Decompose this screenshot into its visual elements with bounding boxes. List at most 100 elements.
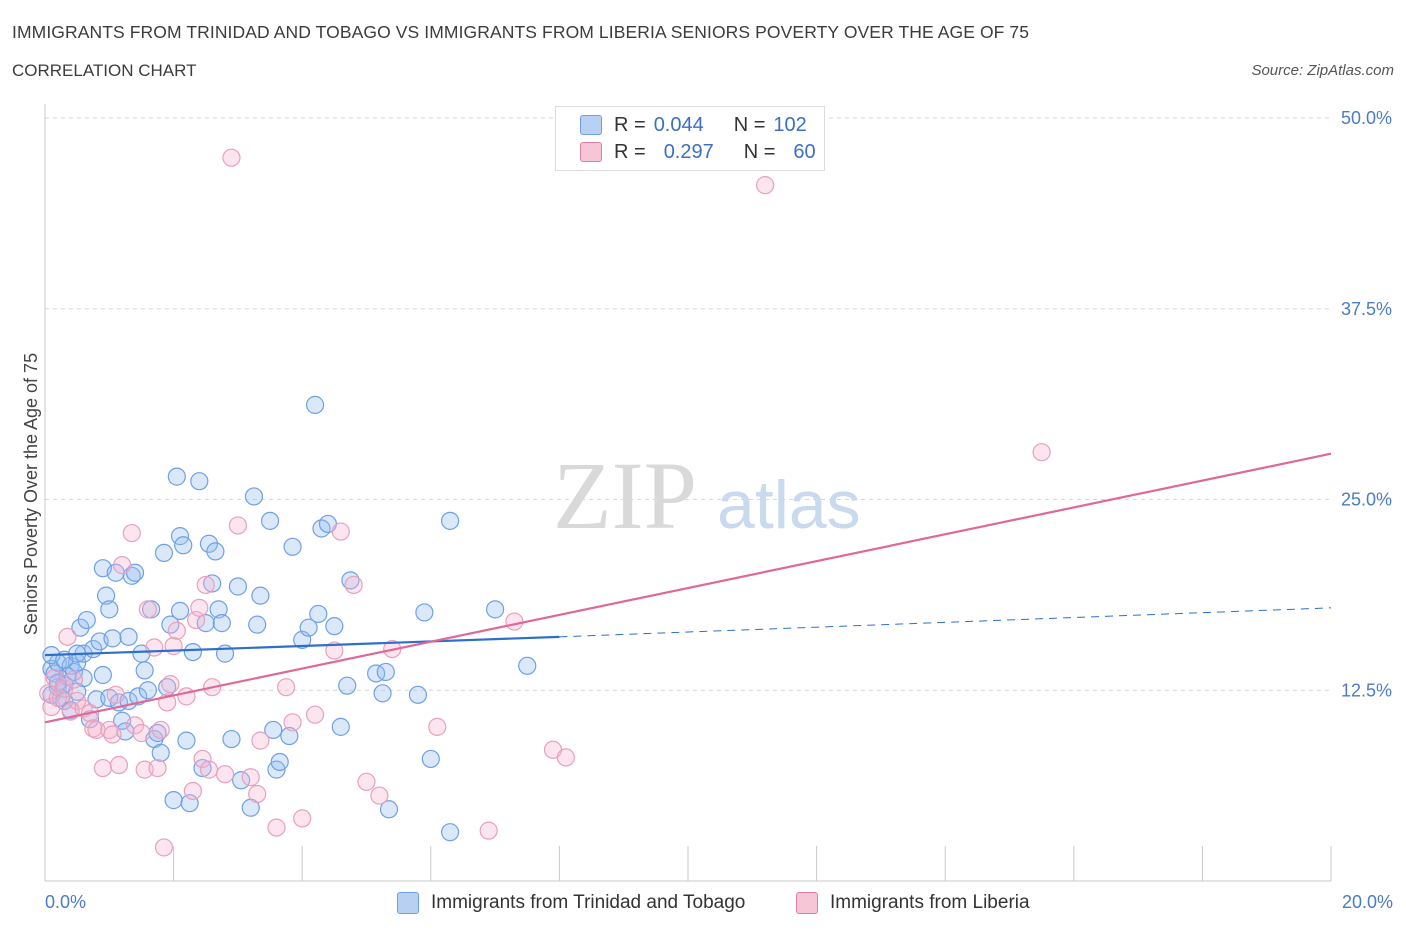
point-trinidad — [193, 758, 212, 778]
point-trinidad — [325, 617, 344, 636]
point-liberia — [93, 758, 112, 778]
point-trinidad — [264, 720, 283, 740]
point-trinidad — [148, 723, 167, 743]
point-liberia — [251, 731, 270, 750]
point-liberia — [183, 781, 202, 801]
point-liberia — [479, 821, 498, 840]
point-liberia — [344, 575, 363, 595]
point-liberia — [428, 717, 447, 736]
point-liberia — [357, 772, 376, 791]
tick-labels: 12.5% 25.0% 37.5% 50.0% 0.0% 20.0% — [45, 108, 1393, 912]
point-trinidad — [415, 603, 434, 622]
watermark-zip: ZIP — [553, 442, 697, 549]
bottom-legend-trinidad: Immigrants from Trinidad and Tobago — [397, 890, 745, 916]
point-trinidad — [280, 726, 299, 746]
legend-swatch-pink — [580, 142, 602, 162]
trendline-liberia — [44, 452, 1332, 724]
point-liberia — [164, 636, 183, 656]
point-trinidad — [151, 743, 170, 762]
point-liberia — [228, 516, 247, 535]
point-trinidad — [379, 800, 399, 819]
point-trinidad — [331, 717, 350, 736]
point-trinidad — [440, 511, 460, 530]
y-tick-label: 12.5% — [1341, 680, 1392, 700]
point-trinidad — [154, 543, 174, 563]
point-liberia — [68, 691, 87, 711]
point-liberia — [277, 678, 296, 697]
point-liberia — [331, 522, 350, 541]
bottom-legend-swatch-pink — [796, 892, 818, 914]
legend-n-value: 60 — [793, 140, 816, 163]
legend-r-value: 0.297 — [663, 140, 714, 163]
point-liberia — [756, 176, 775, 195]
point-trinidad — [167, 467, 186, 486]
point-liberia — [145, 638, 164, 657]
point-liberia — [42, 697, 61, 717]
point-trinidad — [299, 618, 318, 637]
point-liberia — [190, 598, 209, 617]
point-liberia — [248, 784, 267, 804]
bottom-legend-label-trinidad: Immigrants from Trinidad and Tobago — [431, 892, 746, 913]
point-liberia — [556, 748, 575, 767]
point-trinidad — [283, 537, 302, 556]
bottom-legend-liberia: Immigrants from Liberia — [796, 890, 1030, 916]
point-trinidad — [270, 752, 289, 772]
point-liberia — [505, 612, 524, 631]
point-liberia — [151, 720, 170, 740]
watermark: ZIP atlas — [553, 442, 861, 549]
legend-n-label: N = — [733, 113, 766, 136]
x-tick-label: 20.0% — [1342, 892, 1393, 912]
point-trinidad — [260, 511, 280, 530]
point-liberia — [325, 641, 344, 660]
point-liberia — [106, 685, 125, 704]
point-trinidad — [206, 542, 225, 561]
point-trinidad — [199, 534, 219, 553]
point-liberia — [283, 713, 302, 732]
point-liberia — [103, 725, 122, 744]
bottom-legend-label-liberia: Immigrants from Liberia — [830, 892, 1030, 913]
point-liberia — [193, 749, 212, 769]
point-trinidad — [518, 656, 537, 675]
legend-r-value: 0.044 — [653, 113, 704, 136]
point-liberia — [154, 838, 174, 857]
point-liberia — [48, 688, 67, 707]
axes — [44, 104, 1332, 882]
y-axis-label: Seniors Poverty Over the Age of 75 — [21, 353, 41, 635]
y-tick-label: 25.0% — [1341, 490, 1392, 510]
point-trinidad — [209, 600, 228, 619]
trendline-trinidad-extension — [559, 607, 1332, 638]
point-trinidad — [71, 618, 90, 637]
point-trinidad — [164, 791, 183, 810]
point-liberia — [370, 786, 389, 805]
point-liberia — [55, 679, 74, 698]
point-liberia — [199, 760, 219, 779]
point-liberia — [305, 705, 325, 724]
bottom-legend-swatch-blue — [397, 892, 419, 914]
legend-row-liberia: R = 0.297 N = 60 — [580, 139, 816, 165]
x-tick-label: 0.0% — [45, 892, 86, 912]
legend-swatch-blue — [580, 115, 602, 135]
legend-n-value: 102 — [773, 113, 807, 136]
series-liberia-points — [39, 148, 1051, 857]
point-liberia — [58, 627, 77, 646]
point-trinidad — [338, 676, 357, 695]
point-liberia — [215, 765, 235, 784]
point-trinidad — [305, 395, 325, 414]
point-liberia — [64, 670, 84, 689]
point-trinidad — [138, 681, 157, 700]
source-label: Source: ZipAtlas.com — [1251, 62, 1394, 79]
point-liberia — [138, 600, 157, 619]
point-trinidad — [440, 823, 460, 842]
point-liberia — [161, 675, 180, 694]
legend-r-label: R = — [614, 113, 646, 136]
trend-lines — [44, 452, 1332, 724]
point-trinidad — [77, 610, 96, 630]
point-trinidad — [222, 729, 241, 749]
trendline-trinidad — [44, 635, 560, 657]
point-liberia — [125, 716, 145, 735]
grid-lines — [45, 117, 1331, 691]
point-trinidad — [129, 687, 148, 706]
point-trinidad — [177, 731, 196, 750]
point-liberia — [109, 755, 129, 775]
